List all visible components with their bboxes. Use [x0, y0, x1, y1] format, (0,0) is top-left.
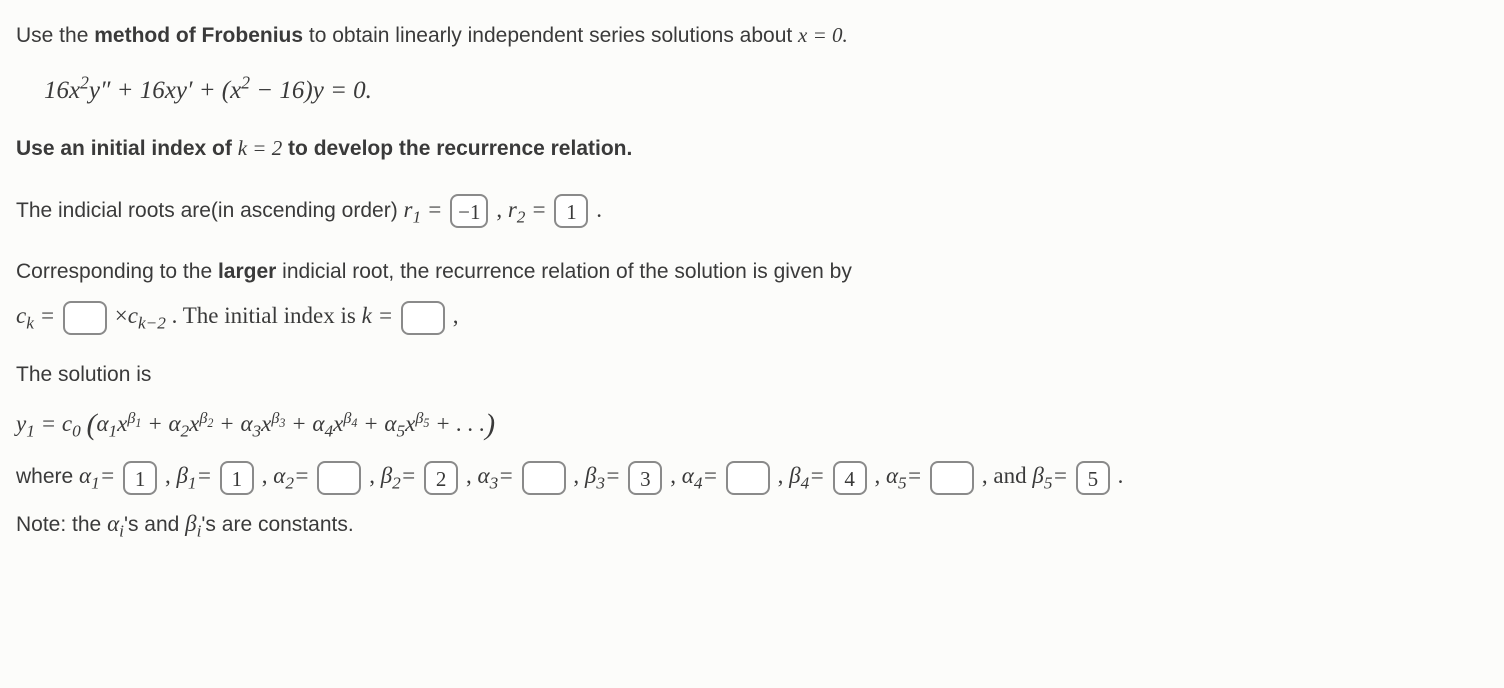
- beta5-input[interactable]: 5: [1076, 461, 1110, 495]
- comma: ,: [369, 463, 381, 488]
- math-x0: x = 0.: [798, 23, 848, 47]
- ck-eq: ck =: [16, 303, 61, 328]
- where: where: [16, 465, 79, 488]
- beta2-input[interactable]: 2: [424, 461, 458, 495]
- beta5-label: β5=: [1032, 463, 1068, 488]
- beta2-label: β2=: [381, 463, 417, 488]
- recurrence-text-line: Corresponding to the larger indicial roo…: [16, 256, 1488, 288]
- alpha2-input[interactable]: [317, 461, 361, 495]
- comma: ,: [262, 463, 274, 488]
- alpha3-label: α3=: [478, 463, 514, 488]
- text: Use the: [16, 24, 94, 47]
- beta1-input[interactable]: 1: [220, 461, 254, 495]
- recurrence-equation-line: ck = ×ck−2 . The initial index is k = ,: [16, 299, 1488, 334]
- period: .: [596, 197, 602, 222]
- note-text: Note: the αi's and βi's are constants.: [16, 513, 354, 536]
- r2-input[interactable]: 1: [554, 194, 588, 228]
- comma: ,: [453, 303, 459, 328]
- r1-label: r1 =: [404, 197, 449, 222]
- prompt-line-1: Use the method of Frobenius to obtain li…: [16, 20, 1488, 52]
- alpha5-input[interactable]: [930, 461, 974, 495]
- larger-bold: larger: [218, 260, 276, 283]
- and: , and: [982, 463, 1032, 488]
- alpha1-label: α1=: [79, 463, 115, 488]
- alpha3-input[interactable]: [522, 461, 566, 495]
- k-initial-input[interactable]: [401, 301, 445, 335]
- solution-heading: The solution is: [16, 359, 1488, 391]
- note-line: Note: the αi's and βi's are constants.: [16, 507, 1488, 542]
- beta3-label: β3=: [585, 463, 621, 488]
- solution-series: y1 = c0 (α1xβ1 + α2xβ2 + α3xβ3 + α4xβ4 +…: [16, 402, 1488, 447]
- r2-label: r2 =: [508, 197, 553, 222]
- method-bold: method of Frobenius: [94, 24, 303, 47]
- k-eq: k =: [362, 303, 399, 328]
- text: indicial root, the recurrence relation o…: [276, 260, 851, 283]
- comma: ,: [573, 463, 585, 488]
- text: to develop the recurrence relation.: [282, 137, 632, 160]
- beta3-input[interactable]: 3: [628, 461, 662, 495]
- text: Use an initial index of: [16, 137, 238, 160]
- alpha2-label: α2=: [273, 463, 309, 488]
- beta1-label: β1=: [176, 463, 212, 488]
- ck-factor-input[interactable]: [63, 301, 107, 335]
- mult-text: ×ck−2 . The initial index is: [115, 303, 362, 328]
- comma: ,: [778, 463, 790, 488]
- comma: ,: [874, 463, 886, 488]
- alpha4-input[interactable]: [726, 461, 770, 495]
- text: Corresponding to the: [16, 260, 218, 283]
- alpha4-label: α4=: [682, 463, 718, 488]
- instruction-index: Use an initial index of k = 2 to develop…: [16, 133, 1488, 165]
- r1-input[interactable]: −1: [450, 194, 488, 228]
- beta4-label: β4=: [789, 463, 825, 488]
- comma: ,: [165, 463, 177, 488]
- alpha1-input[interactable]: 1: [123, 461, 157, 495]
- equation-text: 16x2y″ + 16xy′ + (x2 − 16)y = 0.: [44, 77, 372, 104]
- indicial-roots-line: The indicial roots are(in ascending orde…: [16, 193, 1488, 228]
- differential-equation: 16x2y″ + 16xy′ + (x2 − 16)y = 0.: [44, 72, 1488, 110]
- y1-series: y1 = c0 (α1xβ1 + α2xβ2 + α3xβ3 + α4xβ4 +…: [16, 411, 495, 436]
- k2: k = 2: [238, 136, 283, 160]
- beta4-input[interactable]: 4: [833, 461, 867, 495]
- text: The indicial roots are(in ascending orde…: [16, 199, 404, 222]
- sep: ,: [496, 197, 508, 222]
- comma: ,: [466, 463, 478, 488]
- period: .: [1118, 463, 1124, 488]
- alpha5-label: α5=: [886, 463, 922, 488]
- text: to obtain linearly independent series so…: [303, 24, 798, 47]
- comma: ,: [670, 463, 682, 488]
- coefficients-line: where α1= 1 , β1= 1 , α2= , β2= 2 , α3= …: [16, 459, 1488, 494]
